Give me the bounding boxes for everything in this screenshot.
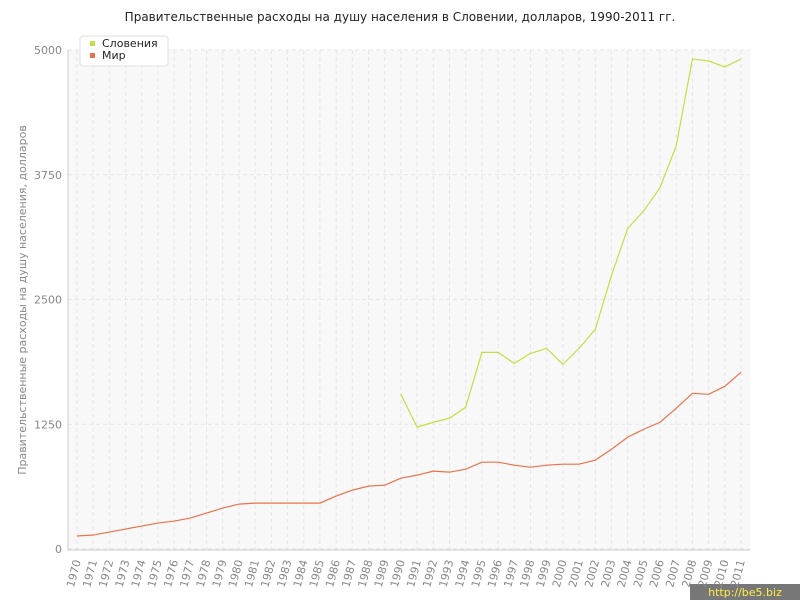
y-tick-label: 0: [55, 543, 62, 556]
legend-label: Мир: [102, 49, 126, 62]
legend-swatch: [90, 41, 95, 46]
y-tick-label: 3750: [34, 169, 62, 182]
watermark: http://be5.biz: [708, 586, 782, 599]
plot-area: [68, 50, 750, 550]
legend-swatch: [90, 53, 95, 58]
y-tick-label: 5000: [34, 44, 62, 57]
legend-box: [79, 35, 169, 67]
series-line: [400, 58, 742, 428]
series-line: [76, 371, 742, 537]
y-axis-label: Правительственные расходы на душу населе…: [16, 125, 29, 475]
chart-title: Правительственные расходы на душу населе…: [125, 10, 676, 24]
legend-label: Словения: [102, 37, 158, 50]
watermark-bg: [690, 584, 800, 600]
y-tick-label: 2500: [34, 294, 62, 307]
y-tick-label: 1250: [34, 418, 62, 431]
